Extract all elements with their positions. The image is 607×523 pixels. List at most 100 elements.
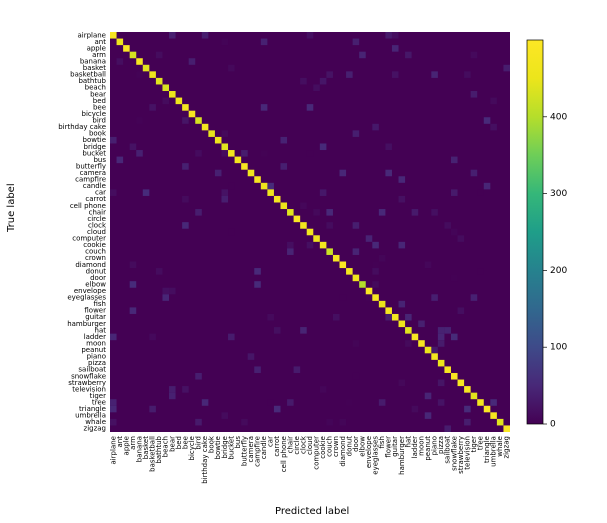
diagonal-cell (274, 196, 281, 203)
cell (353, 248, 360, 255)
cell (418, 321, 425, 328)
diagonal-cell (169, 91, 176, 98)
cell (444, 327, 451, 334)
cell (182, 117, 189, 124)
cell (438, 327, 445, 334)
cell (399, 196, 406, 203)
diagonal-cell (267, 189, 274, 196)
cell (372, 262, 379, 269)
cell (392, 32, 399, 39)
cell (320, 143, 327, 150)
cell (392, 71, 399, 78)
cell (221, 196, 228, 203)
cell (320, 386, 327, 393)
cell (130, 143, 137, 150)
diagonal-cell (287, 209, 294, 216)
diagonal-cell (117, 39, 124, 46)
diagonal-cell (176, 98, 183, 105)
cell (136, 117, 143, 124)
cell (372, 268, 379, 275)
cell (451, 275, 458, 282)
cell (353, 222, 360, 229)
cell (425, 262, 432, 269)
cell (162, 294, 169, 301)
cell (287, 248, 294, 255)
diagonal-cell (261, 183, 268, 190)
cell (169, 288, 176, 295)
cell (195, 209, 202, 216)
cell (320, 78, 327, 85)
diagonal-cell (221, 143, 228, 150)
cell (405, 314, 412, 321)
cell (156, 268, 163, 275)
cell (464, 419, 471, 426)
cell (307, 104, 314, 111)
cell (136, 71, 143, 78)
diagonal-cell (412, 334, 419, 341)
cell (503, 65, 510, 72)
cell (130, 307, 137, 314)
cell (438, 340, 445, 347)
diagonal-cell (418, 340, 425, 347)
diagonal-cell (195, 117, 202, 124)
cell (117, 58, 124, 65)
cell (202, 32, 209, 39)
cell (202, 399, 209, 406)
cell (195, 373, 202, 380)
cell (300, 327, 307, 334)
cell (346, 71, 353, 78)
cell (484, 183, 491, 190)
cell (261, 104, 268, 111)
y-tick-label: zigzag (84, 425, 106, 433)
diagonal-cell (294, 216, 301, 223)
cell (431, 209, 438, 216)
cell (340, 294, 347, 301)
cell (399, 176, 406, 183)
diagonal-cell (392, 314, 399, 321)
cell (372, 242, 379, 249)
cell (412, 209, 419, 216)
diagonal-cell (477, 399, 484, 406)
cell (189, 58, 196, 65)
cell (385, 314, 392, 321)
cell (182, 163, 189, 170)
cell (326, 209, 333, 216)
cell (241, 419, 248, 426)
cell (274, 406, 281, 413)
cell (149, 334, 156, 341)
cell (287, 399, 294, 406)
cell (346, 399, 353, 406)
cell (385, 170, 392, 177)
cell (438, 399, 445, 406)
cell (372, 281, 379, 288)
cell (490, 124, 497, 131)
diagonal-cell (162, 84, 169, 91)
cell (182, 222, 189, 229)
cell (372, 124, 379, 131)
cell (261, 150, 268, 157)
cell (379, 399, 386, 406)
cell (248, 353, 255, 360)
cell (169, 32, 176, 39)
cell (326, 222, 333, 229)
cell (307, 242, 314, 249)
diagonal-cell (202, 124, 209, 131)
diagonal-cell (136, 58, 143, 65)
cell (477, 189, 484, 196)
cell (444, 222, 451, 229)
cell (110, 137, 117, 144)
cell (254, 268, 261, 275)
diagonal-cell (189, 111, 196, 118)
cell (182, 196, 189, 203)
cell (228, 229, 235, 236)
diagonal-cell (307, 229, 314, 236)
diagonal-cell (215, 137, 222, 144)
cell (110, 419, 117, 426)
diagonal-cell (143, 65, 150, 72)
cell (399, 301, 406, 308)
cell (300, 202, 307, 209)
diagonal-cell (346, 268, 353, 275)
cell (287, 242, 294, 249)
cell (471, 170, 478, 177)
diagonal-cell (464, 386, 471, 393)
